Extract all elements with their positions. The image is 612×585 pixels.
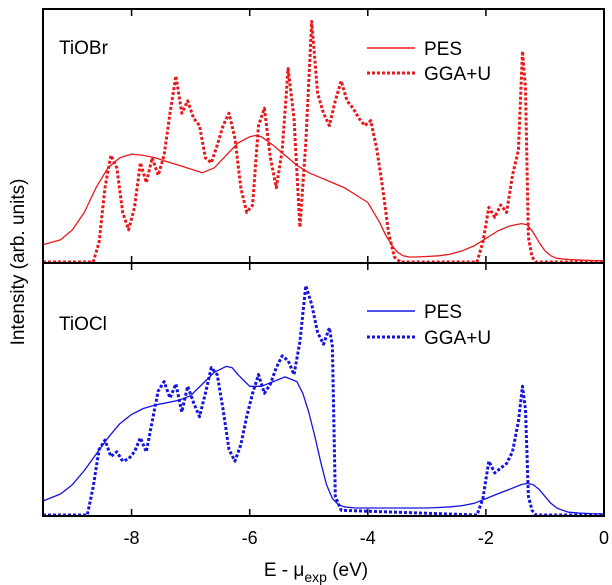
x-axis-title: E - μexp (eV): [264, 560, 368, 585]
x-axis-title-main: E - μ: [264, 560, 305, 581]
x-tick-label: -8: [124, 528, 140, 548]
panel-top: TiOBr PES GGA+U: [42, 8, 605, 264]
x-axis-ticks: [130, 9, 605, 516]
x-axis-title-unit: (eV): [327, 560, 368, 581]
frame-bottom: [42, 262, 605, 517]
x-axis-title-subscript: exp: [304, 569, 327, 585]
plot-area-tiobr: [42, 19, 605, 264]
plot-area-tiocl: [42, 284, 605, 517]
panel-label-tiocl: TiOCl: [59, 314, 107, 335]
panel-bottom: TiOCl PES GGA+U: [42, 262, 605, 517]
series-line-tiocl-gga: [43, 284, 604, 517]
legend-label-pes-tiobr: PES: [424, 39, 462, 60]
series-line-tiobr-gga: [43, 19, 604, 264]
legend-label-gga-tiocl: GGA+U: [424, 328, 491, 349]
panel-label-tiobr: TiOBr: [59, 38, 109, 59]
legend-label-pes-tiocl: PES: [424, 302, 462, 323]
x-tick-label: -2: [478, 528, 494, 548]
x-tick-label: -6: [242, 528, 258, 548]
legend-label-gga-tiobr: GGA+U: [424, 64, 491, 85]
series-line-tiocl-pes: [42, 365, 605, 515]
x-tick-label: 0: [599, 528, 609, 548]
series-line-tiobr-pes: [42, 134, 605, 262]
y-axis-title: Intensity (arb. units): [8, 179, 29, 346]
x-tick-label: -4: [360, 528, 376, 548]
x-axis-tick-labels: -8 -6 -4 -2 0: [124, 528, 609, 548]
